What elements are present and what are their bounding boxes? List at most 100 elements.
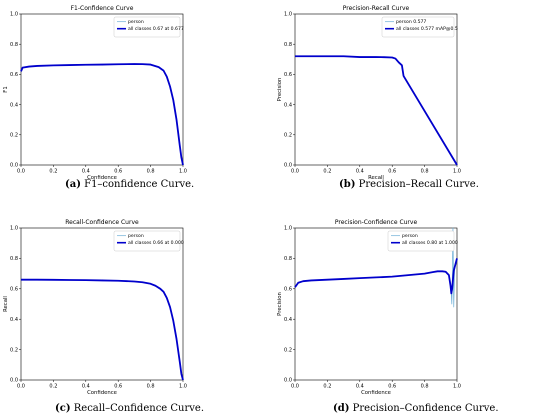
legend-entry: all classes 0.80 at 1.000 <box>402 240 458 246</box>
x-tick-label: 1.0 <box>453 384 461 390</box>
legend-entry: all classes 0.66 at 0.000 <box>128 240 184 246</box>
x-tick-label: 0.6 <box>388 169 396 175</box>
figure-caption: (b) Precision–Recall Curve. <box>339 179 479 190</box>
caption-text: F1–confidence Curve. <box>81 179 194 190</box>
x-tick-label: 0.2 <box>49 169 57 175</box>
legend-entry: all classes 0.577 mAP@0.5 <box>396 26 458 32</box>
y-tick-label: 0.2 <box>10 133 18 139</box>
series-line-2 <box>295 55 458 166</box>
x-tick-label: 0.8 <box>421 384 429 390</box>
figure-caption: (d) Precision–Confidence Curve. <box>333 403 499 414</box>
x-tick-label: 0.6 <box>114 384 122 390</box>
x-tick-label: 0.0 <box>17 384 25 390</box>
x-axis-label: Recall <box>368 175 384 181</box>
series-line-2 <box>294 258 458 295</box>
x-tick-label: 0.6 <box>388 384 396 390</box>
y-axis-label: Precision <box>277 78 283 102</box>
y-tick-label: 0.0 <box>10 163 18 169</box>
y-axis-label: Recall <box>3 296 9 312</box>
x-tick-label: 0.8 <box>147 384 155 390</box>
series-line-2 <box>20 63 184 166</box>
x-tick-label: 0.0 <box>291 384 299 390</box>
x-tick-label: 0.4 <box>82 169 90 175</box>
axes-frame <box>294 227 458 381</box>
caption-text: Precision–Recall Curve. <box>355 179 478 190</box>
y-tick-label: 0.6 <box>284 287 292 293</box>
legend-box <box>381 16 455 38</box>
caption-letter: (c) <box>55 403 71 414</box>
caption-letter: (a) <box>65 179 81 190</box>
x-axis-label: Confidence <box>87 175 117 181</box>
x-tick-label: 0.2 <box>323 384 331 390</box>
y-tick-label: 0.8 <box>284 42 292 48</box>
caption-text: Recall–Confidence Curve. <box>71 403 204 414</box>
y-tick-label: 0.2 <box>284 347 292 353</box>
caption-letter: (b) <box>339 179 355 190</box>
y-tick-label: 0.0 <box>284 378 292 384</box>
y-tick-label: 1.0 <box>284 12 292 18</box>
chart-panel-1: F1-Confidence Curve 0.0 0.2 0.4 0.6 0.8 1.0 0.0… <box>3 5 194 190</box>
legend-entry: person 0.577 <box>396 19 426 25</box>
x-tick-label: 0.0 <box>291 169 299 175</box>
figure-caption: (a) F1–confidence Curve. <box>65 179 194 190</box>
y-tick-label: 0.6 <box>284 72 292 78</box>
series-line-1 <box>20 63 184 166</box>
y-tick-label: 0.0 <box>10 378 18 384</box>
series-line-2 <box>21 278 184 381</box>
x-tick-label: 0.8 <box>421 169 429 175</box>
x-tick-label: 0.2 <box>323 169 331 175</box>
legend-box <box>113 16 181 38</box>
chart-title: Recall-Confidence Curve <box>65 219 139 226</box>
x-tick-label: 1.0 <box>179 169 187 175</box>
y-tick-label: 0.4 <box>284 317 292 323</box>
x-tick-label: 0.2 <box>49 384 57 390</box>
legend-entry: all classes 0.67 at 0.677 <box>128 26 184 32</box>
y-tick-label: 1.0 <box>10 12 18 18</box>
legend-entry: person <box>402 233 418 239</box>
legend-box <box>387 230 455 252</box>
y-tick-label: 0.4 <box>284 102 292 108</box>
y-tick-label: 0.6 <box>10 287 18 293</box>
legend-entry: person <box>128 233 144 239</box>
y-tick-label: 0.8 <box>10 42 18 48</box>
legend-box <box>113 230 181 252</box>
y-tick-label: 1.0 <box>284 226 292 232</box>
x-tick-label: 0.4 <box>82 384 90 390</box>
series-line-1 <box>295 55 458 166</box>
y-tick-label: 0.8 <box>284 256 292 262</box>
chart-panel-4: Precision-Confidence Curve 0.0 0.2 0.4 0.6 0.… <box>277 219 499 414</box>
chart-title: Precision-Confidence Curve <box>335 219 418 226</box>
axes-frame <box>20 227 184 381</box>
x-tick-label: 0.4 <box>356 169 364 175</box>
x-tick-label: 0.6 <box>114 169 122 175</box>
x-tick-label: 0.0 <box>17 169 25 175</box>
chart-panel-2: Precision-Recall Curve 0.0 0.2 0.4 0.6 0.8 1.0… <box>277 5 479 190</box>
x-axis-label: Confidence <box>87 390 117 396</box>
y-tick-label: 0.4 <box>10 102 18 108</box>
series-line-1 <box>21 279 184 381</box>
chart-panel-3: Recall-Confidence Curve 0.0 0.2 0.4 0.6 0.8 1.… <box>3 219 204 414</box>
figure-caption: (c) Recall–Confidence Curve. <box>55 403 204 414</box>
caption-text: Precision–Confidence Curve. <box>349 403 498 414</box>
chart-title: Precision-Recall Curve <box>343 5 410 12</box>
x-tick-label: 1.0 <box>179 384 187 390</box>
y-tick-label: 0.2 <box>284 133 292 139</box>
y-tick-label: 0.2 <box>10 347 18 353</box>
y-tick-label: 0.4 <box>10 317 18 323</box>
legend-entry: person <box>128 19 144 25</box>
axes-frame <box>294 13 458 166</box>
x-tick-label: 0.8 <box>147 169 155 175</box>
x-tick-label: 1.0 <box>453 169 461 175</box>
y-tick-label: 0.6 <box>10 72 18 78</box>
axes-frame <box>20 13 184 166</box>
y-axis-label: F1 <box>3 86 9 92</box>
y-tick-label: 0.8 <box>10 256 18 262</box>
caption-letter: (d) <box>333 403 349 414</box>
x-tick-label: 0.4 <box>356 384 364 390</box>
y-tick-label: 0.0 <box>284 163 292 169</box>
